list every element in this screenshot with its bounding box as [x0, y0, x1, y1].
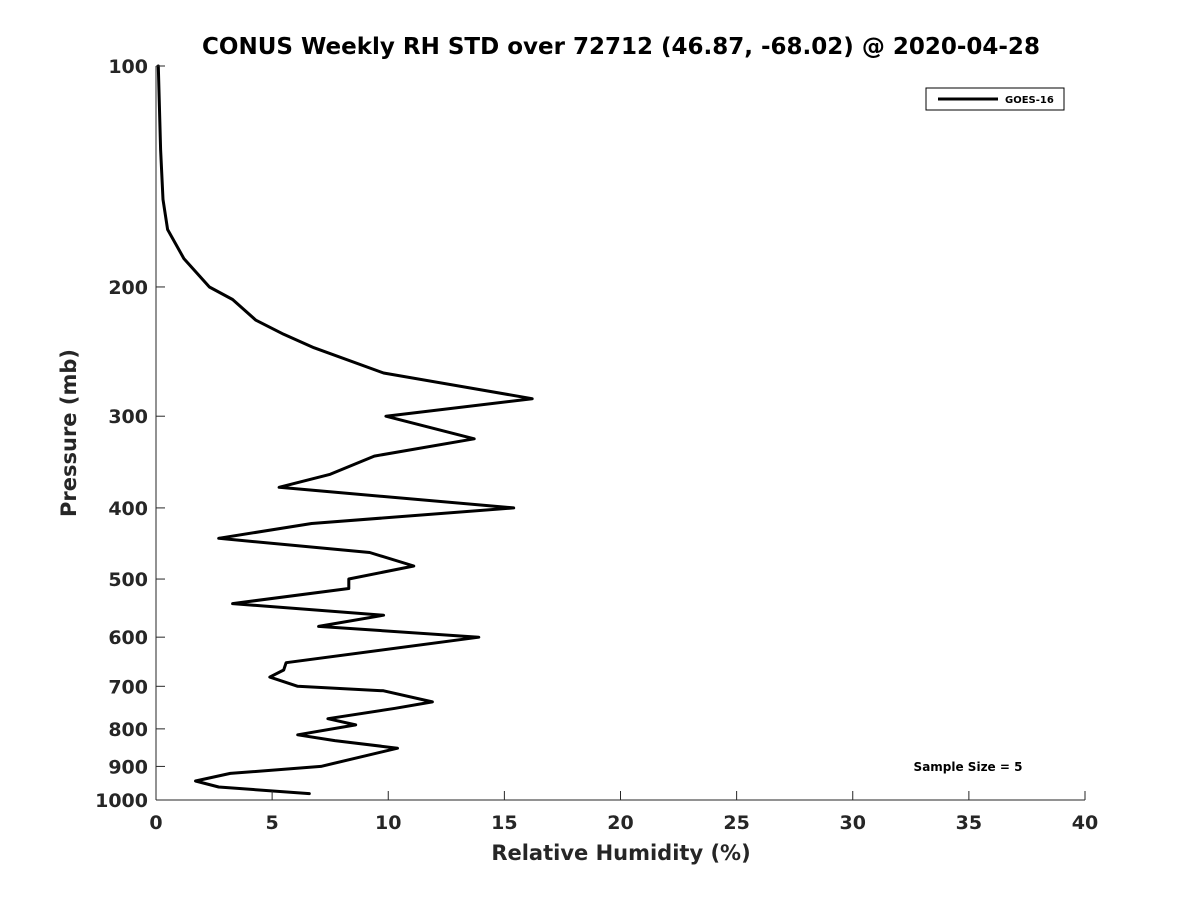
- x-tick-label: 40: [1072, 812, 1098, 834]
- chart-title: CONUS Weekly RH STD over 72712 (46.87, -…: [202, 34, 1040, 60]
- y-tick-label: 100: [108, 56, 148, 78]
- x-tick-label: 20: [607, 812, 633, 834]
- x-axis-title: Relative Humidity (%): [491, 841, 750, 865]
- y-tick-label: 700: [108, 676, 148, 698]
- x-tick-label: 10: [375, 812, 401, 834]
- y-tick-label: 300: [108, 406, 148, 428]
- x-tick-label: 0: [149, 812, 162, 834]
- y-tick-label: 600: [108, 627, 148, 649]
- sample-size-annotation: Sample Size = 5: [914, 760, 1023, 774]
- y-tick-label: 400: [108, 498, 148, 520]
- y-axis-title: Pressure (mb): [57, 349, 81, 517]
- y-tick-label: 900: [108, 756, 148, 778]
- x-tick-label: 25: [723, 812, 749, 834]
- y-tick-label: 200: [108, 277, 148, 299]
- y-tick-label: 1000: [95, 790, 148, 812]
- y-tick-label: 800: [108, 719, 148, 741]
- series-line-goes-16: [156, 64, 534, 796]
- legend-label: GOES-16: [1005, 95, 1054, 106]
- series-layer: [156, 64, 534, 796]
- x-tick-label: 30: [840, 812, 866, 834]
- x-tick-label: 15: [491, 812, 517, 834]
- y-tick-label: 500: [108, 569, 148, 591]
- x-tick-label: 5: [266, 812, 279, 834]
- legend: GOES-16: [925, 87, 1065, 111]
- x-tick-label: 35: [956, 812, 982, 834]
- axes-layer: 0 5 10 15 20 25 30 35 40 100 200 300 400 500 600 700 800…: [95, 56, 1098, 834]
